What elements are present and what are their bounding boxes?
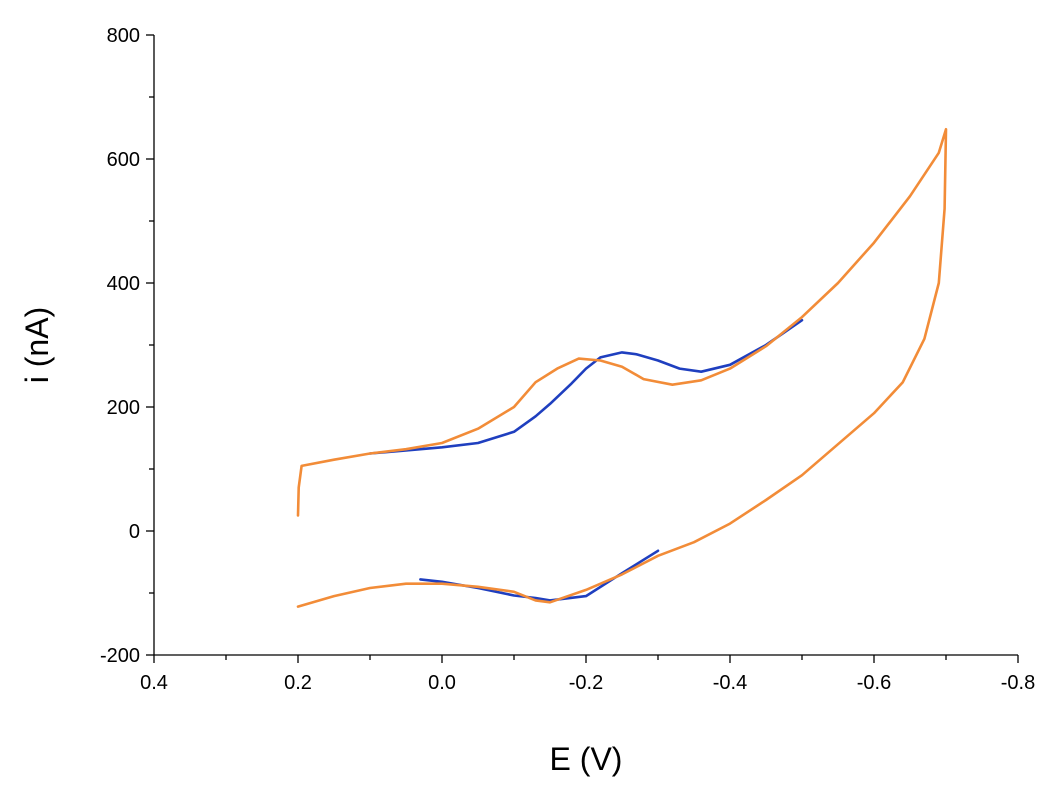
x-tick-label: 0.2: [284, 672, 312, 694]
axes: [153, 35, 1018, 656]
x-tick-label: -0.8: [1001, 672, 1035, 694]
y-axis-title: i (nA): [19, 307, 55, 383]
tick-labels: 0.4 0.2 0.0 -0.2 -0.4 -0.6 -0.8 -200 0 200 400 600 8…: [100, 25, 1035, 694]
x-tick-label: 0.0: [428, 672, 456, 694]
x-axis-title: E (V): [550, 741, 623, 777]
y-tick-label: 400: [107, 273, 140, 295]
x-tick-label: -0.2: [569, 672, 603, 694]
y-tick-label: 200: [107, 397, 140, 419]
series-1-line: [368, 318, 804, 602]
series-2-line: [296, 127, 948, 608]
y-tick-label: 800: [107, 25, 140, 47]
curves: [296, 127, 948, 608]
y-tick-label: -200: [100, 645, 140, 667]
x-tick-label: 0.4: [140, 672, 168, 694]
x-tick-label: -0.4: [713, 672, 747, 694]
y-tick-label: 0: [129, 521, 140, 543]
y-tick-label: 600: [107, 149, 140, 171]
ticks: [146, 34, 1019, 663]
x-tick-label: -0.6: [857, 672, 891, 694]
